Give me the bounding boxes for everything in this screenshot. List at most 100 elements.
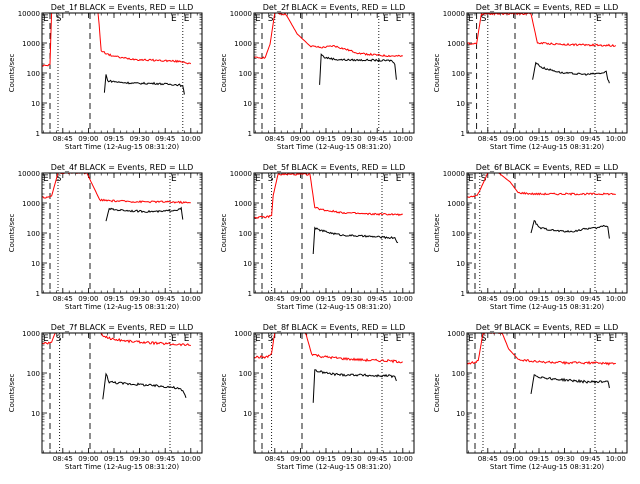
y-tick-label: 100 xyxy=(452,230,465,238)
annotation-label: E xyxy=(596,334,602,344)
x-axis-label: Start Time (12-Aug-15 08:31:20) xyxy=(277,303,391,311)
y-tick-label: 10 xyxy=(456,260,465,268)
y-tick-label: 10 xyxy=(31,260,40,268)
chart-panel-6: Det_6f BLACK = Events, RED = LLD 1 10 100 10… xyxy=(433,163,628,311)
x-tick-label: 08:45 xyxy=(265,455,285,463)
annotation-label: E xyxy=(255,14,261,24)
y-tick-label: 100 xyxy=(27,230,40,238)
y-tick-label: 1 xyxy=(461,130,465,138)
y-axis-label: Counts/sec xyxy=(8,374,16,413)
series-line-red-lld xyxy=(42,333,191,347)
chart-title: Det_4f BLACK = Events, RED = LLD xyxy=(51,163,194,172)
chart-panel-3: Det_3f BLACK = Events, RED = LLD 1 10 100 10… xyxy=(433,3,628,151)
x-tick-label: 09:45 xyxy=(580,455,600,463)
x-tick-label: 09:00 xyxy=(78,135,98,143)
plot-frame xyxy=(466,172,628,294)
annotation-label: S xyxy=(481,334,487,344)
y-tick-label: 1 xyxy=(461,290,465,298)
y-tick-label: 10000 xyxy=(18,10,40,18)
plot-frame xyxy=(41,332,203,454)
x-tick-label: 10:00 xyxy=(606,135,626,143)
x-tick-label: 09:15 xyxy=(529,135,549,143)
x-tick-label: 09:45 xyxy=(367,135,387,143)
chart-panel-7: Det_7f BLACK = Events, RED = LLD 10 100 100… xyxy=(8,323,203,471)
annotation-label: S xyxy=(481,174,487,184)
x-tick-label: 09:45 xyxy=(367,295,387,303)
annotation-label: S xyxy=(56,174,62,184)
x-tick-label: 09:45 xyxy=(155,295,175,303)
y-tick-label: 10 xyxy=(456,100,465,108)
chart-title: Det_5f BLACK = Events, RED = LLD xyxy=(263,163,406,172)
x-tick-label: 09:15 xyxy=(316,295,336,303)
annotation-label: E xyxy=(596,14,602,24)
annotation-label: E xyxy=(468,334,474,344)
x-axis-label: Start Time (12-Aug-15 08:31:20) xyxy=(65,463,179,471)
y-axis-label: Counts/sec xyxy=(433,374,441,413)
y-axis-label: Counts/sec xyxy=(220,374,228,413)
x-axis-label: Start Time (12-Aug-15 08:31:20) xyxy=(277,463,391,471)
series-line-red-lld xyxy=(467,173,616,198)
annotation-label: E xyxy=(43,14,49,24)
series-line-red-lld xyxy=(467,13,617,47)
annotation-label: E xyxy=(43,174,49,184)
x-tick-label: 10:00 xyxy=(181,295,201,303)
x-tick-label: 09:30 xyxy=(555,455,575,463)
x-tick-label: 09:30 xyxy=(130,135,150,143)
series-line-red-lld xyxy=(42,13,192,67)
y-axis-label: Counts/sec xyxy=(433,214,441,253)
x-tick-label: 09:00 xyxy=(503,455,523,463)
x-tick-label: 08:45 xyxy=(265,295,285,303)
y-tick-label: 10 xyxy=(243,410,252,418)
x-tick-label: 09:00 xyxy=(290,135,310,143)
series-line-red-lld xyxy=(467,333,616,366)
annotation-label: E xyxy=(396,174,402,184)
x-tick-label: 10:00 xyxy=(393,455,413,463)
y-tick-label: 1000 xyxy=(22,200,40,208)
annotation-label: E xyxy=(171,334,177,344)
y-tick-label: 1000 xyxy=(22,40,40,48)
x-tick-label: 09:45 xyxy=(155,455,175,463)
x-tick-label: 09:30 xyxy=(342,135,362,143)
y-tick-label: 1 xyxy=(36,130,40,138)
y-axis-label: Counts/sec xyxy=(433,54,441,93)
x-tick-label: 10:00 xyxy=(393,295,413,303)
x-tick-label: 09:30 xyxy=(342,295,362,303)
y-tick-label: 1000 xyxy=(447,40,465,48)
chart-title: Det_7f BLACK = Events, RED = LLD xyxy=(51,323,194,332)
chart-panel-9: Det_9f BLACK = Events, RED = LLD 10 100 100… xyxy=(433,323,628,471)
x-tick-label: 09:45 xyxy=(155,135,175,143)
y-tick-label: 100 xyxy=(239,230,252,238)
chart-title: Det_9f BLACK = Events, RED = LLD xyxy=(476,323,619,332)
chart-title: Det_3f BLACK = Events, RED = LLD xyxy=(476,3,619,12)
x-axis-label: Start Time (12-Aug-15 08:31:20) xyxy=(65,303,179,311)
annotation-label: S xyxy=(56,14,62,24)
annotation-label: S xyxy=(481,14,487,24)
series-line-black-events xyxy=(530,374,610,394)
y-tick-label: 1000 xyxy=(447,200,465,208)
y-tick-label: 1 xyxy=(248,290,252,298)
y-tick-label: 100 xyxy=(27,70,40,78)
chart-title: Det_1f BLACK = Events, RED = LLD xyxy=(51,3,194,12)
y-tick-label: 100 xyxy=(239,70,252,78)
series-line-black-events xyxy=(102,372,187,400)
chart-panel-2: Det_2f BLACK = Events, RED = LLD 1 10 100 10… xyxy=(220,3,415,151)
y-tick-label: 1000 xyxy=(447,330,465,338)
y-tick-label: 10000 xyxy=(443,170,465,178)
x-tick-label: 09:45 xyxy=(367,455,387,463)
chart-title: Det_8f BLACK = Events, RED = LLD xyxy=(263,323,406,332)
series-line-red-lld xyxy=(254,333,403,364)
x-tick-label: 09:15 xyxy=(316,455,336,463)
series-line-black-events xyxy=(105,206,184,222)
series-line-black-events xyxy=(532,61,610,84)
x-axis-label: Start Time (12-Aug-15 08:31:20) xyxy=(490,463,604,471)
x-tick-label: 09:30 xyxy=(555,135,575,143)
x-tick-label: 09:00 xyxy=(503,295,523,303)
x-tick-label: 08:45 xyxy=(478,295,498,303)
series-line-black-events xyxy=(312,226,399,255)
x-tick-label: 09:30 xyxy=(130,455,150,463)
y-tick-label: 10 xyxy=(456,410,465,418)
y-tick-label: 100 xyxy=(27,370,40,378)
y-tick-label: 10 xyxy=(31,100,40,108)
x-tick-label: 09:15 xyxy=(529,295,549,303)
x-tick-label: 09:00 xyxy=(78,455,98,463)
